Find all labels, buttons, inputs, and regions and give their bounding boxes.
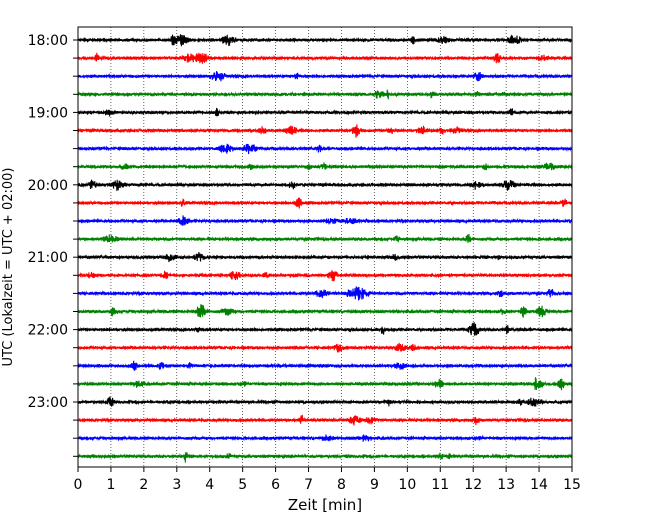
trace-15 bbox=[77, 286, 573, 301]
trace-7 bbox=[77, 143, 573, 155]
trace-6 bbox=[77, 124, 573, 138]
trace-10 bbox=[77, 197, 573, 209]
seismic-traces bbox=[77, 34, 573, 463]
trace-13 bbox=[77, 251, 573, 263]
trace-9 bbox=[77, 179, 573, 191]
x-axis-label: Zeit [min] bbox=[288, 496, 362, 514]
y-axis-ticks: 18:00 19:00 20:00 21:00 22:00 23:00 bbox=[28, 33, 78, 457]
y-tick-label: 21:00 bbox=[28, 250, 68, 266]
trace-4 bbox=[77, 89, 573, 100]
trace-12 bbox=[77, 233, 573, 243]
x-tick-label: 13 bbox=[497, 477, 515, 493]
x-tick-label: 7 bbox=[304, 477, 313, 493]
trace-3 bbox=[77, 71, 573, 82]
x-tick-label: 0 bbox=[74, 477, 83, 493]
trace-20 bbox=[77, 377, 573, 391]
trace-5 bbox=[77, 107, 573, 117]
x-tick-label: 2 bbox=[139, 477, 148, 493]
x-tick-label: 4 bbox=[205, 477, 214, 493]
x-tick-label: 6 bbox=[271, 477, 280, 493]
vertical-grid-lines bbox=[110, 27, 540, 467]
trace-21 bbox=[77, 396, 573, 407]
y-tick-label: 23:00 bbox=[28, 395, 68, 411]
x-tick-label: 9 bbox=[370, 477, 379, 493]
x-axis-ticks: 0 1 2 3 4 5 6 7 8 9 10 11 12 13 14 15 bbox=[74, 467, 581, 493]
x-tick-label: 11 bbox=[431, 477, 449, 493]
trace-16 bbox=[77, 304, 573, 318]
y-tick-label: 20:00 bbox=[28, 178, 68, 194]
trace-22 bbox=[77, 414, 573, 426]
trace-11 bbox=[77, 215, 573, 226]
trace-14 bbox=[77, 270, 573, 282]
trace-24 bbox=[77, 452, 573, 463]
trace-2 bbox=[77, 52, 573, 64]
trace-18 bbox=[77, 342, 573, 353]
trace-8 bbox=[77, 162, 573, 171]
plot-frame bbox=[77, 26, 573, 468]
x-tick-label: 12 bbox=[464, 477, 482, 493]
trace-17 bbox=[77, 322, 573, 336]
y-tick-label: 18:00 bbox=[28, 33, 68, 49]
trace-1 bbox=[77, 34, 573, 47]
x-tick-label: 5 bbox=[238, 477, 247, 493]
x-tick-label: 14 bbox=[530, 477, 548, 493]
y-tick-label: 19:00 bbox=[28, 105, 68, 121]
x-tick-label: 1 bbox=[106, 477, 115, 493]
x-tick-label: 8 bbox=[337, 477, 346, 493]
y-tick-label: 22:00 bbox=[28, 323, 68, 339]
x-tick-label: 3 bbox=[172, 477, 181, 493]
y-axis-label: UTC (Lokalzeit = UTC + 02:00) bbox=[1, 168, 16, 367]
trace-23 bbox=[77, 434, 573, 442]
x-tick-label: 10 bbox=[398, 477, 416, 493]
trace-19 bbox=[77, 360, 573, 371]
x-tick-label: 15 bbox=[563, 477, 581, 493]
